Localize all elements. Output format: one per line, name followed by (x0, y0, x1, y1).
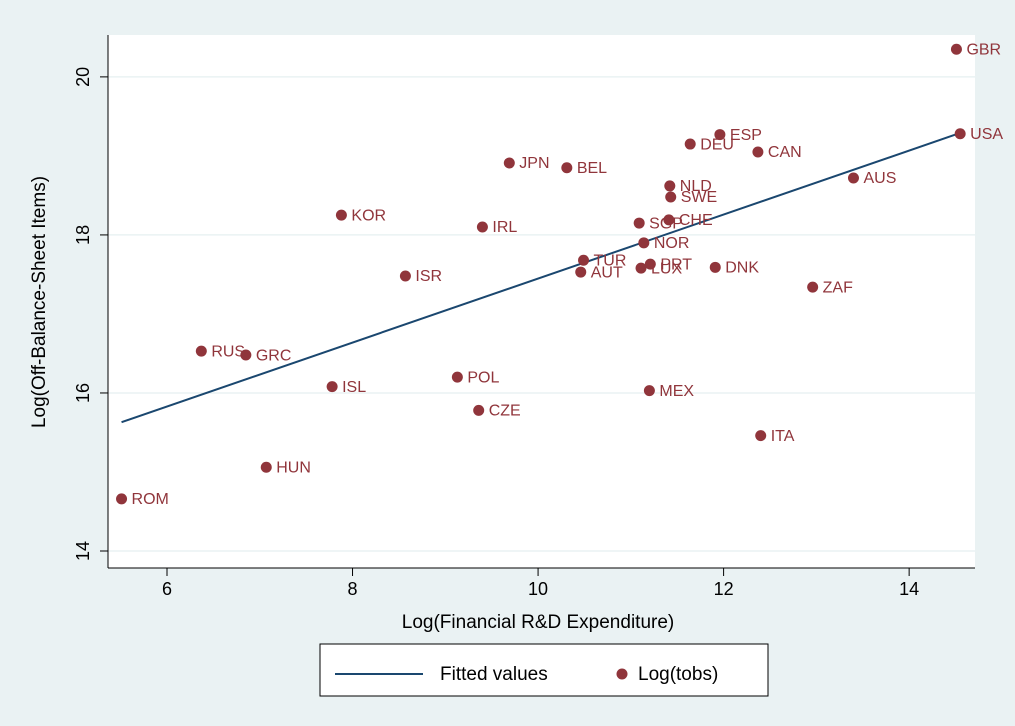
point-label: CZE (489, 403, 521, 420)
point-label: JPN (519, 155, 549, 172)
y-tick-label: 20 (73, 67, 93, 87)
point (663, 214, 675, 226)
point-label: AUS (863, 170, 896, 187)
point-label: HUN (276, 459, 311, 476)
point (638, 237, 650, 249)
point (664, 180, 676, 192)
point (260, 461, 272, 473)
point (451, 371, 463, 383)
point (807, 281, 819, 293)
point-label: DNK (725, 260, 759, 277)
y-tick-label: 18 (73, 225, 93, 245)
point-label: DEU (700, 136, 734, 153)
x-tick-label: 6 (162, 579, 172, 599)
y-tick-label: 16 (73, 383, 93, 403)
point (575, 266, 587, 278)
point-label: NOR (654, 235, 690, 252)
point (326, 381, 338, 393)
point-label: NLD (680, 178, 712, 195)
point (950, 43, 962, 55)
point (399, 270, 411, 282)
point (503, 157, 515, 169)
point-label: CHE (679, 212, 713, 229)
point-label: LUX (651, 260, 682, 277)
point (644, 258, 656, 270)
legend-swatch (616, 668, 628, 680)
point (847, 172, 859, 184)
point (714, 129, 726, 141)
point-label: SWE (681, 189, 717, 206)
x-tick-label: 12 (714, 579, 734, 599)
point (755, 430, 767, 442)
point (954, 128, 966, 140)
point-label: MEX (659, 383, 694, 400)
y-tick-label: 14 (73, 541, 93, 561)
point (473, 404, 485, 416)
point (240, 349, 252, 361)
y-axis-label: Log(Off-Balance-Sheet Items) (29, 176, 50, 428)
point-label: ITA (771, 428, 795, 445)
point (643, 385, 655, 397)
point-label: RUS (211, 343, 245, 360)
point (684, 138, 696, 150)
fitted-line (121, 132, 961, 424)
legend-label: Log(tobs) (638, 664, 718, 685)
point (116, 493, 128, 505)
point-label: BEL (577, 160, 607, 177)
point (633, 217, 645, 229)
point-label: KOR (351, 207, 386, 224)
point-label: CAN (768, 144, 802, 161)
point-label: GRC (256, 347, 292, 364)
point-label: ISR (415, 268, 442, 285)
x-tick-label: 8 (348, 579, 358, 599)
point-label: PRT (660, 256, 692, 273)
point-label: ZAF (823, 279, 853, 296)
point-label: AUT (591, 264, 623, 281)
point (335, 209, 347, 221)
point-label: TUR (594, 252, 627, 269)
point-label: USA (970, 126, 1003, 143)
point (195, 345, 207, 357)
legend-label: Fitted values (440, 664, 548, 685)
x-tick-label: 10 (528, 579, 548, 599)
grid (108, 76, 975, 552)
point-label: ROM (132, 491, 169, 508)
point (635, 262, 647, 274)
point-label: GBR (966, 41, 1001, 58)
point (578, 254, 590, 266)
point (709, 261, 721, 273)
point-label: IRL (492, 219, 517, 236)
plot-area (108, 35, 975, 568)
point (752, 146, 764, 158)
point (476, 221, 488, 233)
x-axis-label: Log(Financial R&D Expenditure) (402, 612, 674, 633)
point (665, 191, 677, 203)
legend (319, 643, 769, 697)
point-label: ESP (730, 127, 762, 144)
point-label: POL (467, 369, 499, 386)
point (561, 162, 573, 174)
x-tick-label: 14 (899, 579, 919, 599)
point-label: ISL (342, 379, 366, 396)
